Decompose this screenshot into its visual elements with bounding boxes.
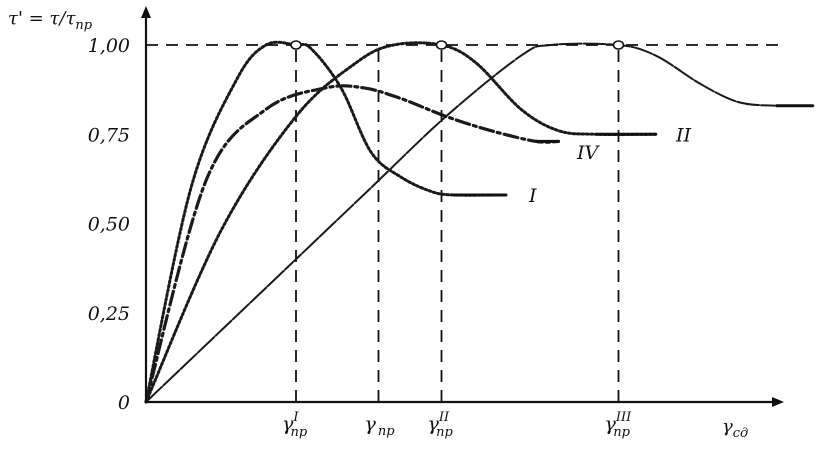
x-axis-title: γcд: [722, 416, 748, 441]
series-iii-line: [145, 42, 815, 403]
x-tick-label: γI пр: [282, 410, 308, 440]
peak-marker-3: [612, 40, 625, 50]
peak-markers: [290, 40, 625, 50]
x-tick-label: γ пр: [365, 413, 396, 439]
reference-lines: [146, 44, 778, 402]
y-tick-label: 0: [118, 392, 130, 414]
y-tick-label: 0,25: [88, 303, 130, 325]
series-i-line: [144, 40, 508, 404]
x-tick-label: γII пр: [428, 410, 454, 440]
series-label-iv: IV: [576, 142, 601, 164]
series-ii-line: [144, 41, 658, 404]
y-tick-labels: 0 0,25 0,50 0,75 1,00: [88, 35, 130, 414]
peak-marker-1: [290, 40, 302, 50]
x-tick-label: γIII пр: [605, 410, 633, 440]
y-tick-label: 1,00: [88, 35, 130, 57]
series-label-ii: II: [675, 124, 692, 146]
series-curves: [144, 40, 815, 404]
y-tick-label: 0,50: [88, 214, 130, 236]
series-iv-line: [144, 84, 561, 404]
series-label-i: I: [528, 185, 537, 207]
x-tick-labels: γI пр γ пр γII пр γIII пр: [282, 410, 632, 440]
peak-marker-2: [435, 40, 448, 50]
series-labels: IIIIIIIV: [528, 124, 692, 207]
axes: [141, 6, 784, 407]
y-tick-label: 0,75: [88, 124, 130, 146]
y-axis-title: τ' = τ/τпр: [8, 8, 93, 33]
